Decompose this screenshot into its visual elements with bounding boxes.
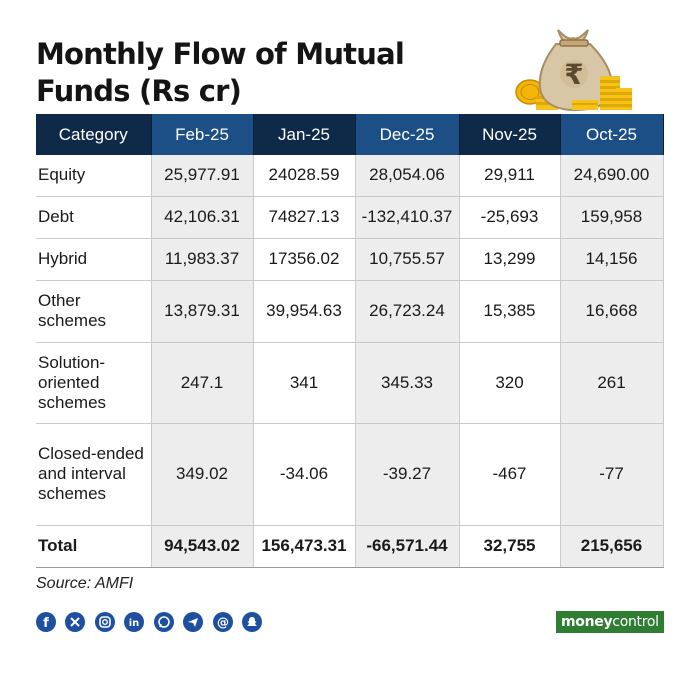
table-row: Solution-oriented schemes 247.1 341 345.… [36,342,664,424]
table-row: Other schemes 13,879.31 39,954.63 26,723… [36,280,664,343]
table-cell: 29,911 [459,155,561,197]
table-cell: -77 [560,423,664,526]
table-cell: -66,571.44 [355,525,460,568]
table-cell: 320 [459,342,561,424]
row-label: Total [36,525,152,568]
table-cell: 11,983.37 [151,238,254,281]
table-cell: 74827.13 [253,196,356,239]
header-jan-25: Jan-25 [253,114,356,155]
row-label: Equity [36,155,152,197]
header-feb-25: Feb-25 [151,114,254,155]
svg-text:in: in [129,618,140,629]
table-cell: 247.1 [151,342,254,424]
header-row: Category Feb-25 Jan-25 Dec-25 Nov-25 Oct… [36,114,664,155]
table-cell: -34.06 [253,423,356,526]
instagram-icon[interactable] [94,612,115,632]
x-icon[interactable] [65,612,86,632]
brand-part-1: money [561,614,613,630]
table-cell: 25,977.91 [151,155,254,197]
table-cell: 26,723.24 [355,280,460,343]
header-category: Category [36,114,152,155]
table-cell: 39,954.63 [253,280,356,343]
title-line-2: Funds (Rs cr) [36,74,242,108]
svg-text:f: f [43,616,49,631]
linkedin-icon[interactable]: in [124,612,145,632]
threads-icon[interactable]: @ [212,612,233,632]
table-cell: 13,879.31 [151,280,254,343]
svg-text:@: @ [217,616,229,630]
source-note: Source: AMFI [36,575,134,592]
table-cell: 42,106.31 [151,196,254,239]
social-icons: f in @ [36,612,267,634]
facebook-icon[interactable]: f [36,612,56,632]
table-row: Debt 42,106.31 74827.13 -132,410.37 -25,… [36,196,664,239]
table-cell: 32,755 [459,525,561,568]
table-cell: 10,755.57 [355,238,460,281]
row-label: Solution-oriented schemes [36,342,152,424]
table-cell: 215,656 [560,525,664,568]
table-cell: 345.33 [355,342,460,424]
header-oct-25: Oct-25 [560,114,664,155]
table-cell: -25,693 [459,196,561,239]
table-cell: 261 [560,342,664,424]
table-cell: 17356.02 [253,238,356,281]
row-label: Other schemes [36,280,152,343]
table-cell: 15,385 [459,280,561,343]
snapchat-icon[interactable] [242,612,263,632]
table-cell: 16,668 [560,280,664,343]
telegram-icon[interactable] [183,612,204,632]
table-cell: 341 [253,342,356,424]
header-nov-25: Nov-25 [459,114,561,155]
moneycontrol-logo: money control [556,611,664,633]
row-label: Debt [36,196,152,239]
table-row: Closed-ended and interval schemes 349.02… [36,423,664,526]
table-cell: 24,690.00 [560,155,664,197]
table-cell: 24028.59 [253,155,356,197]
table-cell: -132,410.37 [355,196,460,239]
table-cell: 14,156 [560,238,664,281]
table-cell: 349.02 [151,423,254,526]
header-dec-25: Dec-25 [355,114,460,155]
table-cell: 28,054.06 [355,155,460,197]
chart-title: Monthly Flow of Mutual Funds (Rs cr) [36,36,405,110]
table-cell: -467 [459,423,561,526]
total-row: Total 94,543.02 156,473.31 -66,571.44 32… [36,525,664,568]
whatsapp-icon[interactable] [153,612,174,632]
table-cell: 13,299 [459,238,561,281]
svg-text:₹: ₹ [564,58,583,91]
money-bag-icon: ₹ [515,29,632,112]
brand-part-2: control [612,614,659,630]
table-cell: 94,543.02 [151,525,254,568]
fund-flow-table: Category Feb-25 Jan-25 Dec-25 Nov-25 Oct… [36,114,664,568]
title-line-1: Monthly Flow of Mutual [36,37,405,71]
table-cell: 159,958 [560,196,664,239]
table-cell: -39.27 [355,423,460,526]
table-row: Equity 25,977.91 24028.59 28,054.06 29,9… [36,155,664,197]
row-label: Closed-ended and interval schemes [36,423,152,526]
row-label: Hybrid [36,238,152,281]
table-row: Hybrid 11,983.37 17356.02 10,755.57 13,2… [36,238,664,281]
table-cell: 156,473.31 [253,525,356,568]
